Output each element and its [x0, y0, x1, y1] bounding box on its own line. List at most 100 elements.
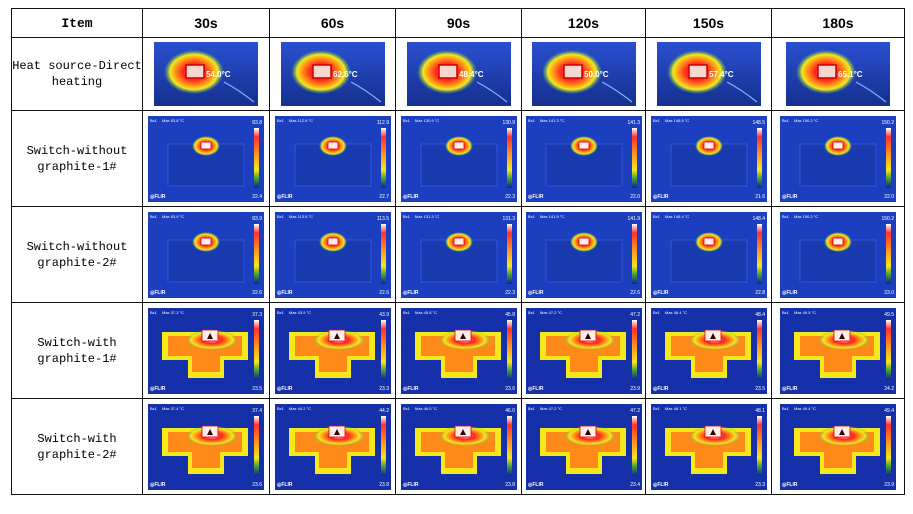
heat-source-temp: 57.4°C: [709, 70, 734, 79]
scale-max: 47.2: [630, 408, 640, 414]
image-cell: Bx1 Max 48.4 °C 48.4 23.5 ◎FLIR: [645, 302, 772, 399]
scale-max: 37.4: [252, 408, 262, 414]
image-cell: Bx1 Max 47.2 °C 47.2 23.9 ◎FLIR: [521, 302, 646, 399]
heat-source-temp: 62.6°C: [333, 70, 358, 79]
image-cell: Bx1 Max 48.1 °C 48.1 23.3 ◎FLIR: [645, 398, 772, 495]
scale-min: 22.6: [630, 290, 640, 296]
bx-label: Bx1: [277, 214, 285, 219]
flir-logo: ◎FLIR: [782, 386, 798, 392]
bx-label: Bx1: [528, 406, 536, 411]
thermal-image: Bx1 Max 131.3 °C 131.3 22.3 ◎FLIR: [400, 211, 517, 298]
image-cell: 65.1°C: [771, 37, 905, 111]
bx-label: Bx1: [277, 406, 285, 411]
bx-label: Bx1: [782, 406, 790, 411]
scale-min: 23.5: [252, 386, 262, 392]
image-cell: Bx1 Max 37.4 °C 37.4 23.6 ◎FLIR: [142, 398, 270, 495]
flir-logo: ◎FLIR: [528, 482, 544, 488]
bx-label: Bx1: [782, 214, 790, 219]
heat-source-image: 57.4°C: [656, 42, 761, 106]
max-readout: Max 130.9 °C: [415, 118, 439, 123]
thermal-image: Bx1 Max 37.3 °C 37.3 23.5 ◎FLIR: [148, 307, 264, 394]
thermal-image: Bx1 Max 48.1 °C 48.1 23.3 ◎FLIR: [650, 403, 767, 490]
max-readout: Max 113.5 °C: [289, 214, 313, 219]
scale-max: 45.8: [505, 312, 515, 318]
max-readout: Max 148.4 °C: [665, 214, 689, 219]
flir-logo: ◎FLIR: [403, 482, 419, 488]
image-cell: 62.6°C: [269, 37, 396, 111]
scale-max: 141.3: [627, 120, 640, 126]
bx-label: Bx1: [653, 214, 661, 219]
max-readout: Max 49.5 °C: [794, 310, 816, 315]
bx-label: Bx1: [403, 310, 411, 315]
scale-min: 23.6: [252, 482, 262, 488]
thermal-image: Bx1 Max 48.4 °C 48.4 23.5 ◎FLIR: [650, 307, 767, 394]
flir-logo: ◎FLIR: [277, 290, 293, 296]
table-row: Switch-with graphite-2# Bx1 Max 37.4 °C 37.…: [11, 398, 905, 495]
bx-label: Bx1: [528, 214, 536, 219]
max-readout: Max 37.4 °C: [162, 406, 184, 411]
scale-min: 24.2: [884, 386, 894, 392]
max-readout: Max 148.5 °C: [665, 118, 689, 123]
thermal-image: Bx1 Max 148.5 °C 148.5 21.6 ◎FLIR: [650, 115, 767, 202]
thermal-image: Bx1 Max 141.3 °C 141.3 22.0 ◎FLIR: [525, 115, 642, 202]
max-readout: Max 47.2 °C: [540, 406, 562, 411]
bx-label: Bx1: [150, 310, 158, 315]
thermal-image: Bx1 Max 150.2 °C 150.2 23.0 ◎FLIR: [780, 211, 896, 298]
flir-logo: ◎FLIR: [150, 386, 166, 392]
max-readout: Max 131.3 °C: [415, 214, 439, 219]
scale-max: 150.2: [881, 120, 894, 126]
image-cell: Bx1 Max 113.5 °C 113.5 22.6 ◎FLIR: [269, 206, 396, 303]
scale-max: 83.9: [252, 216, 262, 222]
row-label: Switch-with graphite-1#: [11, 302, 143, 399]
thermal-image: Bx1 Max 47.2 °C 47.2 23.9 ◎FLIR: [525, 307, 642, 394]
thermal-image: Bx1 Max 46.0 °C 46.0 23.8 ◎FLIR: [400, 403, 517, 490]
image-cell: Bx1 Max 150.2 °C 150.2 23.0 ◎FLIR: [771, 206, 905, 303]
scale-min: 23.3: [379, 386, 389, 392]
scale-max: 48.1: [755, 408, 765, 414]
table-row: Heat source-Direct heating 54.0°C 62.6°C 48…: [11, 37, 905, 111]
image-cell: Bx1 Max 150.2 °C 150.2 22.0 ◎FLIR: [771, 110, 905, 207]
flir-logo: ◎FLIR: [782, 194, 798, 200]
max-readout: Max 83.9 °C: [162, 214, 184, 219]
scale-min: 23.8: [379, 482, 389, 488]
scale-min: 23.9: [630, 386, 640, 392]
heat-source-image: 54.0°C: [154, 42, 258, 106]
bx-label: Bx1: [277, 310, 285, 315]
header-time-60s: 60s: [269, 8, 396, 38]
bx-label: Bx1: [150, 406, 158, 411]
scale-min: 22.3: [505, 290, 515, 296]
scale-max: 113.5: [376, 216, 388, 222]
header-time-90s: 90s: [395, 8, 522, 38]
scale-max: 44.2: [379, 408, 389, 414]
scale-min: 23.3: [755, 482, 765, 488]
bx-label: Bx1: [782, 118, 790, 123]
image-cell: Bx1 Max 47.2 °C 47.2 23.4 ◎FLIR: [521, 398, 646, 495]
flir-logo: ◎FLIR: [653, 290, 669, 296]
image-cell: Bx1 Max 130.9 °C 130.9 22.3 ◎FLIR: [395, 110, 522, 207]
bx-label: Bx1: [653, 310, 661, 315]
scale-min: 21.6: [755, 194, 765, 200]
thermal-image: Bx1 Max 49.4 °C 49.4 23.9 ◎FLIR: [780, 403, 896, 490]
bx-label: Bx1: [150, 214, 158, 219]
image-cell: Bx1 Max 148.4 °C 148.4 22.8 ◎FLIR: [645, 206, 772, 303]
flir-logo: ◎FLIR: [528, 386, 544, 392]
thermal-image: Bx1 Max 112.9 °C 112.9 22.7 ◎FLIR: [274, 115, 391, 202]
scale-max: 83.8: [252, 120, 262, 126]
scale-min: 22.8: [755, 290, 765, 296]
thermal-image: Bx1 Max 45.8 °C 45.8 23.6 ◎FLIR: [400, 307, 517, 394]
flir-logo: ◎FLIR: [277, 482, 293, 488]
scale-min: 23.0: [884, 290, 894, 296]
header-row: Item 30s 60s 90s 120s 150s 180s: [11, 8, 905, 38]
flir-logo: ◎FLIR: [150, 290, 166, 296]
thermal-image: Bx1 Max 49.5 °C 49.5 24.2 ◎FLIR: [780, 307, 896, 394]
scale-max: 46.0: [505, 408, 515, 414]
scale-max: 47.2: [630, 312, 640, 318]
header-time-180s: 180s: [771, 8, 905, 38]
thermal-image: Bx1 Max 43.9 °C 43.9 23.3 ◎FLIR: [274, 307, 391, 394]
max-readout: Max 45.8 °C: [415, 310, 437, 315]
header-time-30s: 30s: [142, 8, 270, 38]
thermal-image: Bx1 Max 150.2 °C 150.2 22.0 ◎FLIR: [780, 115, 896, 202]
scale-min: 22.3: [505, 194, 515, 200]
bx-label: Bx1: [277, 118, 285, 123]
image-cell: Bx1 Max 37.3 °C 37.3 23.5 ◎FLIR: [142, 302, 270, 399]
